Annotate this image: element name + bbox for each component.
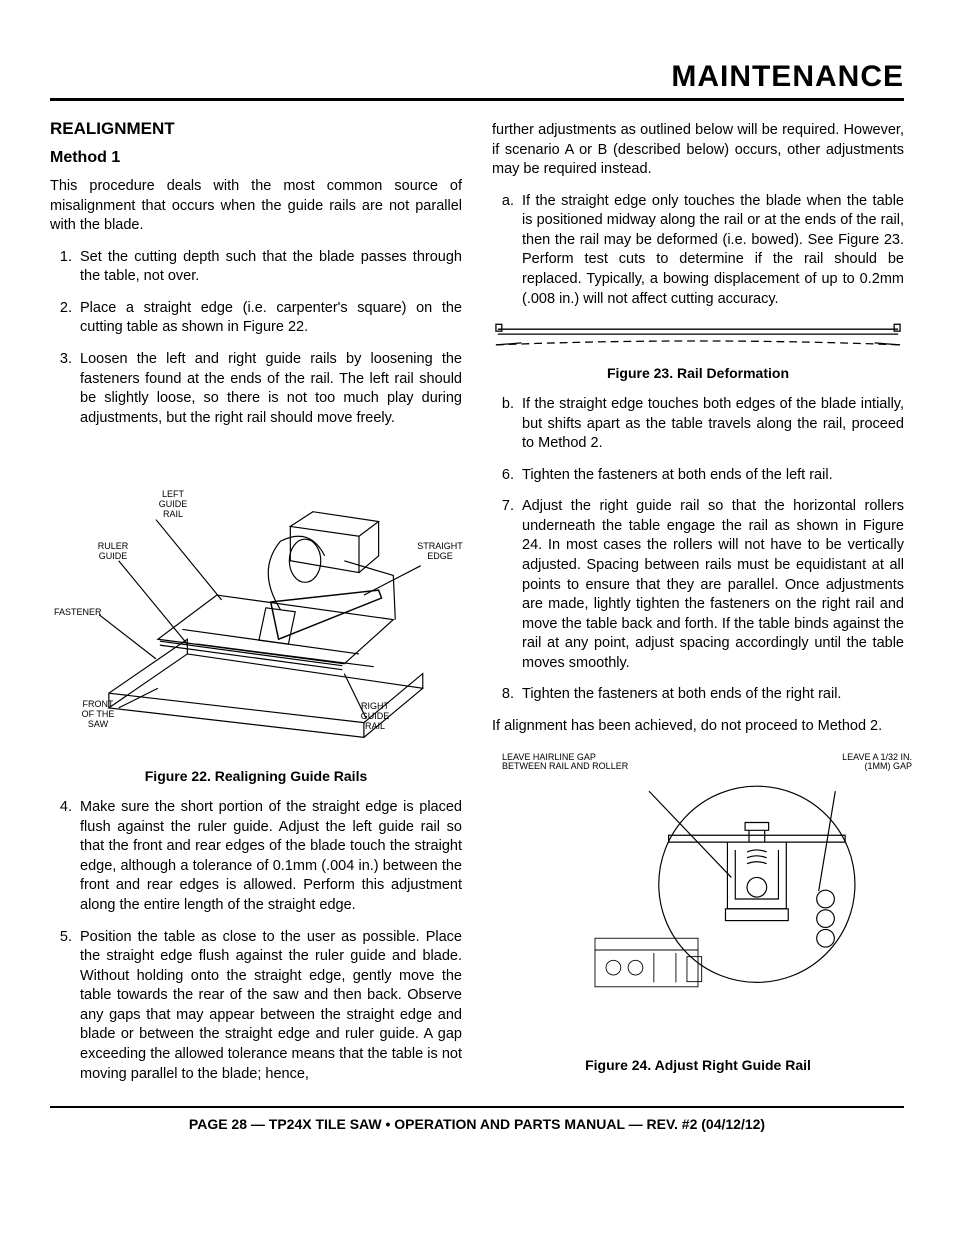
step-8: Tighten the fasteners at both ends of th… [518,685,904,705]
steps-list-right: Tighten the fasteners at both ends of th… [492,466,904,705]
sub-list-a: If the straight edge only touches the bl… [492,192,904,309]
fig22-label-fastener: FASTENER [54,608,124,618]
fig22-label-right-guide: RIGHTGUIDERAIL [350,702,400,732]
content-columns: REALIGNMENT Method 1 This procedure deal… [50,119,904,1096]
figure-24: LEAVE HAIRLINE GAPBETWEEN RAIL AND ROLLE… [492,749,904,1049]
sub-list-b: If the straight edge touches both edges … [492,395,904,454]
step-5: Position the table as close to the user … [76,928,462,1085]
section-heading: REALIGNMENT [50,119,462,139]
figure-23-svg [492,321,904,357]
sub-b: If the straight edge touches both edges … [518,395,904,454]
page-footer: PAGE 28 — TP24X TILE SAW • OPERATION AND… [50,1116,904,1132]
right-column: further adjustments as outlined below wi… [492,119,904,1096]
figure-22: LEFTGUIDERAIL RULERGUIDE FASTENER FRONTO… [50,440,462,760]
figure-24-caption: Figure 24. Adjust Right Guide Rail [492,1057,904,1073]
figure-23-caption: Figure 23. Rail Deformation [492,365,904,381]
sub-a: If the straight edge only touches the bl… [518,192,904,309]
fig22-label-left-guide: LEFTGUIDERAIL [148,490,198,520]
steps-list-top: Set the cutting depth such that the blad… [50,248,462,429]
intro-paragraph: This procedure deals with the most commo… [50,177,462,236]
fig22-label-ruler-guide: RULERGUIDE [88,542,138,562]
figure-23 [492,321,904,357]
left-column: REALIGNMENT Method 1 This procedure deal… [50,119,462,1096]
step-2: Place a straight edge (i.e. carpenter's … [76,299,462,338]
page-title: MAINTENANCE [50,60,904,94]
step-7: Adjust the right guide rail so that the … [518,497,904,673]
fig22-label-straight-edge: STRAIGHTEDGE [410,542,470,562]
closing-line: If alignment has been achieved, do not p… [492,717,904,737]
steps-list-bottom: Make sure the short portion of the strai… [50,798,462,1084]
method-heading: Method 1 [50,149,462,167]
step-1: Set the cutting depth such that the blad… [76,248,462,287]
title-rule [50,98,904,101]
fig24-label-gap: LEAVE A 1/32 IN.(1MM) GAP [802,753,912,773]
figure-24-svg [492,749,904,1049]
step-6: Tighten the fasteners at both ends of th… [518,466,904,486]
fig22-label-front-saw: FRONTOF THESAW [68,700,128,730]
step-4: Make sure the short portion of the strai… [76,798,462,915]
footer-rule [50,1106,904,1108]
figure-22-caption: Figure 22. Realigning Guide Rails [50,768,462,784]
fig24-label-hairline: LEAVE HAIRLINE GAPBETWEEN RAIL AND ROLLE… [502,753,672,773]
step-3: Loosen the left and right guide rails by… [76,350,462,428]
step-5-continued: further adjustments as outlined below wi… [492,121,904,180]
